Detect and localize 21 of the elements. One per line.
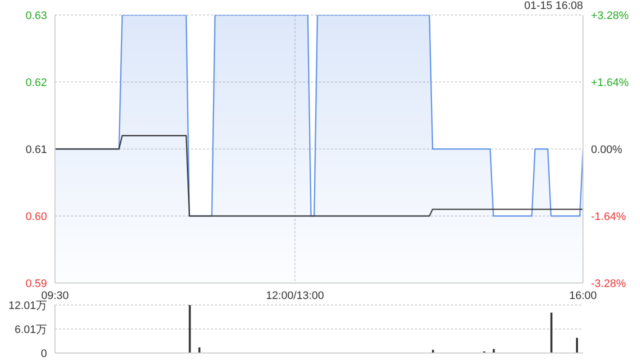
y2-tick-label: +1.64% [591, 77, 629, 89]
y-tick-label: 12.01万 [8, 300, 47, 312]
y2-tick-label: 0.00% [591, 144, 622, 156]
y-tick-label: 6.01万 [14, 324, 47, 336]
bar [550, 312, 552, 353]
y-tick-label: 0.61 [26, 144, 47, 156]
y2-tick-label: -1.64% [591, 211, 626, 223]
y-tick-label: 0.63 [26, 10, 47, 22]
x-tick-label: 16:00 [569, 290, 597, 302]
x-tick-label: 09:30 [41, 290, 69, 302]
x-tick-label: 12:00/13:00 [266, 290, 324, 302]
y2-tick-label: -3.28% [591, 278, 626, 290]
y2-tick-label: +3.28% [591, 10, 629, 22]
bar [576, 338, 578, 353]
y-tick-label: 0.59 [26, 278, 47, 290]
y-tick-label: 0 [40, 348, 47, 360]
bar [188, 305, 191, 353]
y-tick-label: 0.60 [26, 211, 47, 223]
y-tick-label: 0.62 [26, 77, 47, 89]
line-series [55, 135, 583, 217]
text: 01-15 16:08 [524, 0, 583, 12]
